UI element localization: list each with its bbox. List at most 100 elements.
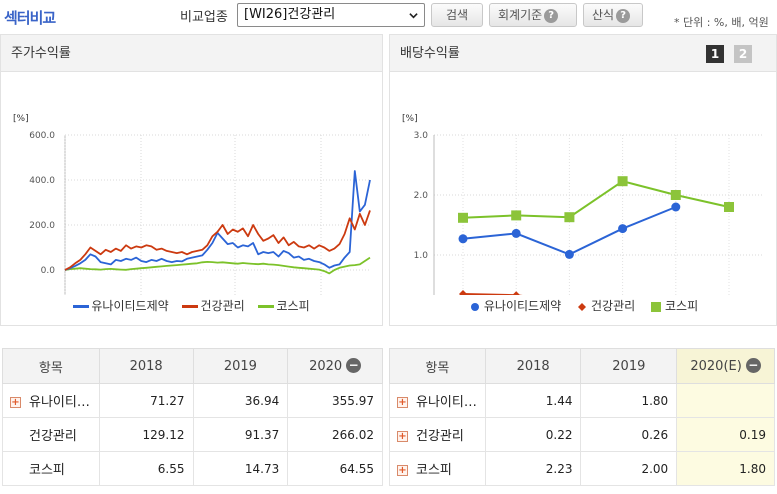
cell-value	[676, 383, 775, 418]
stock-return-panel: 주가수익률 [%]-200.00.0200.0400.0600.02014/12…	[0, 34, 383, 326]
y-axis-unit: [%]	[13, 114, 29, 124]
y-tick-label: 3.0	[414, 131, 429, 141]
cell-value: 0.26	[580, 417, 678, 452]
row-name: 코스피	[2, 451, 100, 486]
cell-value: 0.22	[484, 417, 582, 452]
stock-return-title: 주가수익률	[1, 35, 382, 72]
compare-label: 비교업종	[180, 10, 228, 25]
page-title: 섹터비교	[4, 9, 56, 27]
dividend-chart-legend: 유나이티드제약 건강관리 코스피	[390, 297, 776, 314]
series-line-2	[64, 256, 371, 275]
y-tick-label: 400.0	[29, 176, 55, 186]
table-row: 코스피 6.55 14.73 64.55	[2, 451, 383, 486]
expand-icon[interactable]: +	[397, 431, 408, 442]
col-2020e: 2020(E) −	[676, 348, 775, 384]
col-2019: 2019	[192, 348, 289, 384]
data-point	[511, 210, 522, 221]
table-row: + 건강관리 0.22 0.26 0.19	[389, 417, 775, 452]
data-point	[671, 202, 681, 212]
help-icon: ?	[544, 9, 559, 23]
industry-select-value: [WI26]건강관리	[244, 7, 336, 22]
row-name: + 건강관리	[389, 417, 486, 452]
dividend-yield-chart: [%]0.01.02.03.0201520162017201820192020(…	[402, 114, 764, 295]
expand-icon[interactable]: +	[397, 465, 408, 476]
dividend-yield-panel: 배당수익률 1 2 [%]0.01.02.03.0201520162017201…	[389, 34, 777, 326]
help-icon: ?	[616, 9, 631, 23]
row-name: + 유나이티…	[389, 383, 486, 418]
data-point	[617, 176, 628, 187]
dividend-yield-title: 배당수익률 1 2	[390, 35, 776, 72]
data-point	[564, 212, 575, 223]
search-button[interactable]: 검색	[431, 3, 483, 27]
page-2-button[interactable]: 2	[734, 45, 752, 63]
row-name: + 유나이티…	[2, 383, 100, 418]
table-row: + 유나이티… 71.27 36.94 355.97	[2, 383, 383, 418]
cell-value: 1.80	[676, 451, 775, 486]
cell-value: 64.55	[287, 451, 383, 486]
cell-value: 71.27	[98, 383, 194, 418]
data-point	[511, 228, 521, 238]
row-name: 건강관리	[2, 417, 100, 452]
cell-value: 266.02	[287, 417, 383, 452]
cell-value: 1.80	[580, 383, 678, 418]
legend-health[interactable]: 건강관리	[575, 297, 635, 314]
table-row: + 코스피 2.23 2.00 1.80	[389, 451, 775, 486]
y-tick-label: 200.0	[29, 221, 55, 231]
data-point	[618, 224, 628, 234]
legend-health[interactable]: 건강관리	[182, 297, 245, 314]
cell-value: 14.73	[192, 451, 289, 486]
industry-select[interactable]: [WI26]건강관리	[237, 3, 425, 27]
unit-note: * 단위 : %, 배, 억원	[674, 16, 769, 29]
col-2020: 2020−	[287, 348, 383, 384]
stock-return-table: 항목 2018 2019 2020− + 유나이티… 71.27 36.94 35…	[2, 348, 383, 486]
legend-unitech[interactable]: 유나이티드제약	[73, 297, 169, 314]
legend-kospi[interactable]: 코스피	[649, 297, 698, 314]
series-line-0	[64, 170, 371, 271]
col-2018: 2018	[98, 348, 194, 384]
collapse-icon[interactable]: −	[346, 358, 362, 373]
data-point	[459, 290, 467, 295]
legend-unitech[interactable]: 유나이티드제약	[468, 297, 561, 314]
col-2019: 2019	[580, 348, 678, 384]
cell-value: 129.12	[98, 417, 194, 452]
data-point	[564, 249, 574, 259]
y-tick-label: 600.0	[29, 131, 55, 141]
series-line-1	[64, 210, 371, 271]
col-2018: 2018	[484, 348, 582, 384]
collapse-icon[interactable]: −	[745, 358, 761, 373]
top-bar: 섹터비교 비교업종 [WI26]건강관리 검색 회계기준? 산식? * 단위 :…	[0, 0, 777, 34]
page-1-button[interactable]: 1	[706, 45, 724, 63]
col-item: 항목	[2, 348, 100, 384]
data-point	[724, 202, 734, 212]
data-point	[458, 212, 468, 223]
legend-kospi[interactable]: 코스피	[258, 297, 310, 314]
table-row: + 유나이티… 1.44 1.80	[389, 383, 775, 418]
series-line-1	[462, 293, 523, 295]
stock-return-chart: [%]-200.00.0200.0400.0600.02014/12/30201…	[13, 114, 371, 295]
stock-chart-legend: 유나이티드제약 건강관리 코스피	[1, 297, 382, 314]
expand-icon[interactable]: +	[397, 397, 408, 408]
chevron-down-icon	[409, 13, 418, 19]
row-name: + 코스피	[389, 451, 486, 486]
data-point	[512, 291, 520, 295]
y-tick-label: 1.0	[414, 251, 429, 261]
y-tick-label: 2.0	[414, 191, 429, 201]
cell-value: 355.97	[287, 383, 383, 418]
table-row: 건강관리 129.12 91.37 266.02	[2, 417, 383, 452]
accounting-standard-button[interactable]: 회계기준?	[489, 3, 577, 27]
col-item: 항목	[389, 348, 486, 384]
cell-value: 2.00	[580, 451, 678, 486]
formula-button[interactable]: 산식?	[583, 3, 643, 27]
series-line-2	[462, 180, 730, 219]
cell-value: 1.44	[484, 383, 582, 418]
cell-value: 2.23	[484, 451, 582, 486]
dividend-yield-table: 항목 2018 2019 2020(E) − + 유나이티… 1.44 1.80 +…	[389, 348, 775, 486]
table-header-row: 항목 2018 2019 2020−	[2, 348, 383, 384]
data-point	[458, 234, 468, 244]
cell-value: 91.37	[192, 417, 289, 452]
y-axis-unit: [%]	[402, 114, 418, 124]
cell-value: 6.55	[98, 451, 194, 486]
data-point	[670, 190, 681, 200]
expand-icon[interactable]: +	[10, 397, 21, 408]
table-header-row: 항목 2018 2019 2020(E) −	[389, 348, 775, 384]
